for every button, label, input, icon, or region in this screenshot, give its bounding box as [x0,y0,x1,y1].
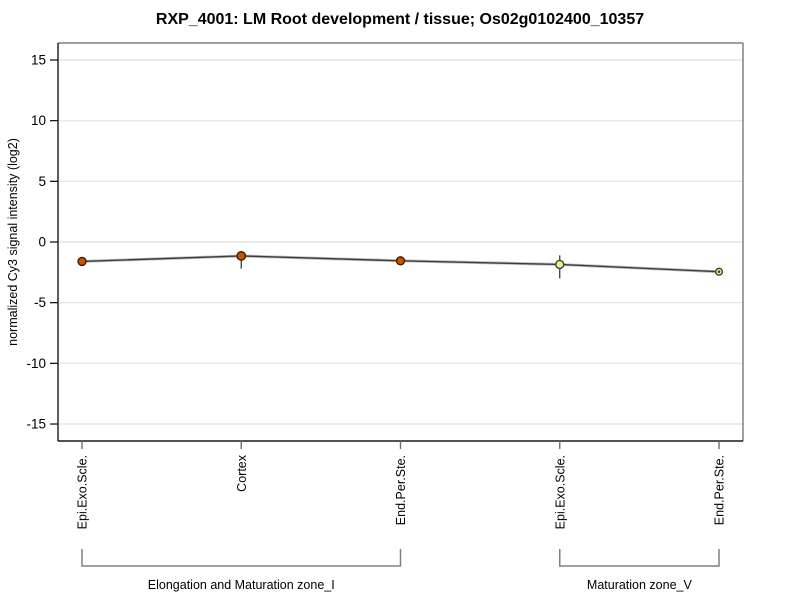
x-tick-label: Cortex [235,454,249,492]
y-tick-label: 15 [31,52,46,67]
y-tick-label: 10 [31,113,46,128]
x-tick-label: End.Per.Ste. [394,455,408,525]
data-point-marker [395,256,406,266]
data-point-marker [77,256,87,267]
x-tick-label: Epi.Exo.Scle. [76,455,90,529]
chart-title: RXP_4001: LM Root development / tissue; … [155,11,645,28]
group-bracket [559,549,720,567]
data-point-marker [236,251,247,261]
y-tick-label: -5 [34,295,46,310]
y-tick-label: 5 [38,174,46,189]
y-tick-label: 0 [38,235,46,250]
group-label: Elongation and Maturation zone_I [148,578,335,592]
group-bracket [81,549,402,567]
x-tick-label: End.Per.Ste. [713,455,727,525]
x-tick-label: Epi.Exo.Scle. [553,455,567,529]
group-label: Maturation zone_V [587,578,693,592]
data-point-center-dot [717,270,721,274]
y-tick-label: -10 [26,356,46,371]
y-tick-label: -15 [26,417,46,432]
data-point-marker [555,259,565,270]
